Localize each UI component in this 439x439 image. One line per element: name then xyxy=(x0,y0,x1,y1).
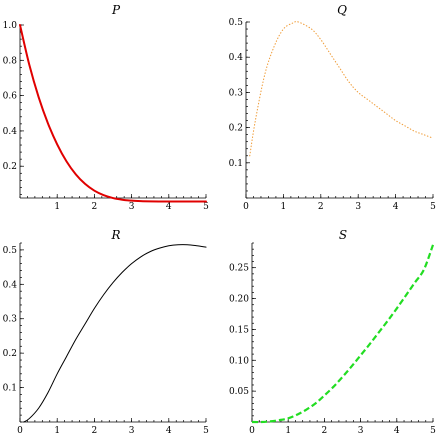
chart-panel-p: P 1 2 3 4 5 0.2 0.4 0.6 0.8 1.0 xyxy=(3,3,209,212)
x-tick-label: 2 xyxy=(92,202,98,212)
chart-title: S xyxy=(339,228,347,242)
x-tick-label: 3 xyxy=(129,426,135,436)
y-tick-label: 0.10 xyxy=(229,356,249,366)
x-tick-label: 3 xyxy=(129,202,135,212)
x-tick-label: 1 xyxy=(285,426,291,436)
series-line-r xyxy=(23,244,207,423)
chart-title: Q xyxy=(337,3,347,17)
x-tick-label: 2 xyxy=(322,426,328,436)
x-tick-label: 2 xyxy=(318,202,324,212)
series-line-p xyxy=(19,24,207,203)
series-line-q xyxy=(249,21,434,157)
x-tick-label: 0 xyxy=(243,202,249,212)
y-tick-label: 0.3 xyxy=(229,88,244,98)
x-tick-label: 1 xyxy=(54,202,60,212)
series-line-s xyxy=(251,244,435,424)
chart-panel-q: Q 0 1 2 3 4 5 0.1 0.2 0.3 0.4 0.5 xyxy=(229,3,436,212)
y-tick-label: 0.8 xyxy=(3,56,18,66)
x-tick-label: 5 xyxy=(430,202,436,212)
x-tick-label: 3 xyxy=(358,426,364,436)
x-tick-label: 5 xyxy=(430,426,436,436)
x-tick-label: 4 xyxy=(166,426,172,436)
x-tick-label: 3 xyxy=(355,202,361,212)
y-tick-label: 1.0 xyxy=(3,21,18,31)
x-tick-label: 2 xyxy=(92,426,98,436)
x-tick-label: 4 xyxy=(393,202,399,212)
x-tick-label: 1 xyxy=(281,202,287,212)
x-tick-label: 5 xyxy=(203,202,209,212)
y-tick-label: 0.25 xyxy=(229,264,249,274)
y-tick-label: 0.05 xyxy=(229,387,249,397)
chart-panel-r: R 0 1 2 3 4 5 0.1 0.2 0.3 0.4 0.5 xyxy=(3,228,209,436)
x-tick-label: 1 xyxy=(54,426,60,436)
y-tick-label: 0.5 xyxy=(229,18,244,28)
y-tick-label: 0.3 xyxy=(3,315,18,325)
y-tick-label: 0.4 xyxy=(229,53,244,63)
y-tick-label: 0.2 xyxy=(3,162,17,172)
x-tick-label: 4 xyxy=(394,426,400,436)
y-tick-label: 0.2 xyxy=(229,124,243,134)
chart-title: R xyxy=(110,228,120,242)
y-tick-label: 0.1 xyxy=(229,159,243,169)
x-tick-label: 5 xyxy=(203,426,209,436)
y-tick-label: 0.2 xyxy=(3,349,17,359)
chart-panel-s: S 0 1 2 3 4 5 0.05 0.10 0.15 0.20 0.25 xyxy=(229,228,436,436)
y-tick-label: 0.20 xyxy=(229,295,249,305)
chart-title: P xyxy=(111,3,121,17)
y-tick-label: 0.6 xyxy=(3,92,18,102)
x-tick-label: 0 xyxy=(249,426,255,436)
y-tick-label: 0.5 xyxy=(3,246,18,256)
y-tick-label: 0.15 xyxy=(229,325,249,335)
y-tick-label: 0.1 xyxy=(3,384,17,394)
x-tick-label: 4 xyxy=(166,202,172,212)
x-tick-label: 0 xyxy=(17,426,23,436)
y-tick-label: 0.4 xyxy=(3,127,18,137)
y-tick-label: 0.4 xyxy=(3,280,18,290)
